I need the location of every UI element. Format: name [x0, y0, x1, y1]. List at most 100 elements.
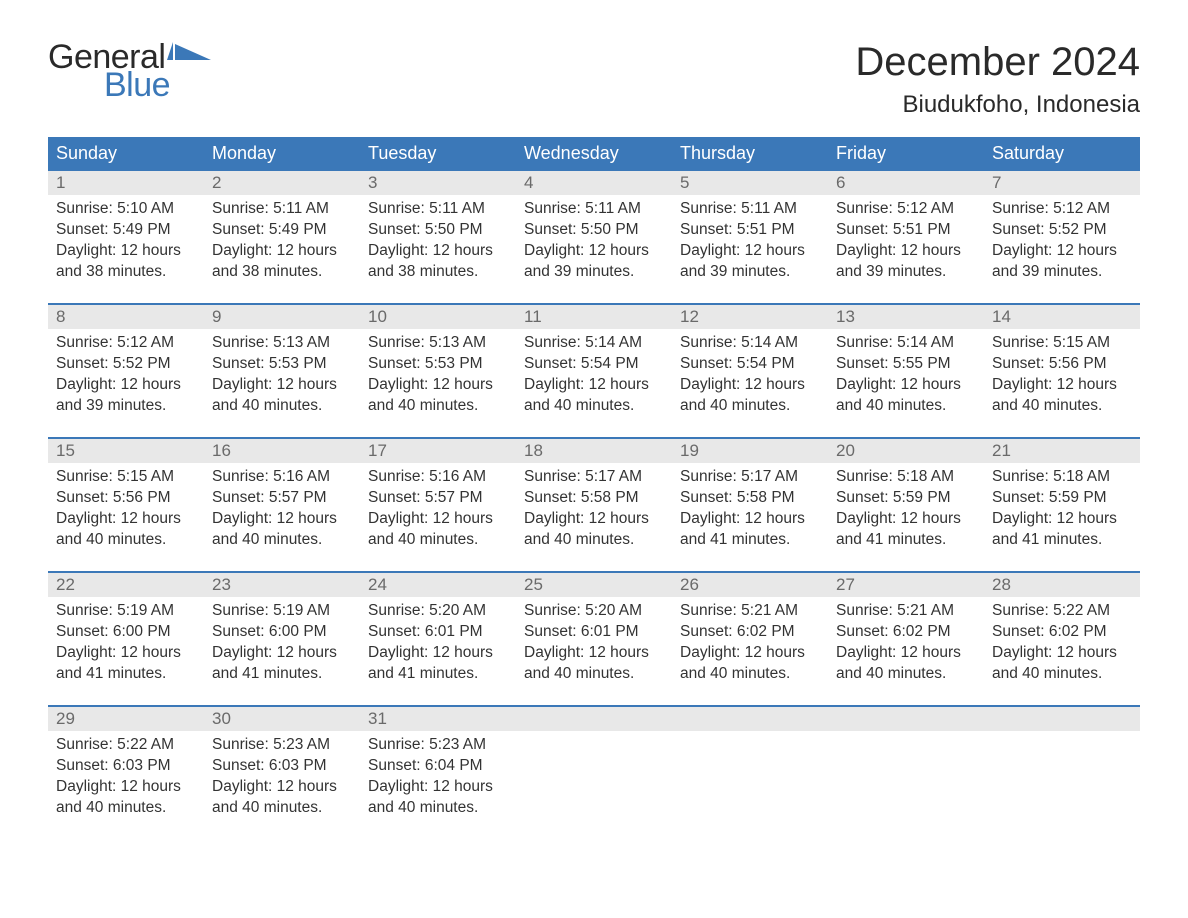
day-content: Sunrise: 5:15 AMSunset: 5:56 PMDaylight:… — [984, 329, 1140, 417]
day-cell: 26Sunrise: 5:21 AMSunset: 6:02 PMDayligh… — [672, 573, 828, 705]
daylight-text-2: and 40 minutes. — [56, 530, 196, 551]
sunrise-text: Sunrise: 5:21 AM — [836, 601, 976, 622]
day-content: Sunrise: 5:14 AMSunset: 5:54 PMDaylight:… — [672, 329, 828, 417]
sunset-text: Sunset: 5:56 PM — [56, 488, 196, 509]
sunset-text: Sunset: 5:56 PM — [992, 354, 1132, 375]
day-content: Sunrise: 5:18 AMSunset: 5:59 PMDaylight:… — [984, 463, 1140, 551]
daylight-text-1: Daylight: 12 hours — [56, 375, 196, 396]
day-content: Sunrise: 5:12 AMSunset: 5:52 PMDaylight:… — [48, 329, 204, 417]
weekday-sunday: Sunday — [48, 143, 204, 164]
day-cell: 13Sunrise: 5:14 AMSunset: 5:55 PMDayligh… — [828, 305, 984, 437]
day-number: 29 — [48, 707, 204, 731]
day-number — [672, 707, 828, 731]
sunset-text: Sunset: 5:57 PM — [212, 488, 352, 509]
week-row: 15Sunrise: 5:15 AMSunset: 5:56 PMDayligh… — [48, 437, 1140, 571]
day-number: 16 — [204, 439, 360, 463]
day-cell — [984, 707, 1140, 839]
day-content: Sunrise: 5:10 AMSunset: 5:49 PMDaylight:… — [48, 195, 204, 283]
daylight-text-2: and 40 minutes. — [680, 396, 820, 417]
daylight-text-2: and 41 minutes. — [836, 530, 976, 551]
daylight-text-1: Daylight: 12 hours — [368, 375, 508, 396]
sunrise-text: Sunrise: 5:12 AM — [56, 333, 196, 354]
day-number: 18 — [516, 439, 672, 463]
daylight-text-1: Daylight: 12 hours — [524, 509, 664, 530]
daylight-text-2: and 39 minutes. — [992, 262, 1132, 283]
daylight-text-2: and 39 minutes. — [524, 262, 664, 283]
weekday-friday: Friday — [828, 143, 984, 164]
daylight-text-2: and 40 minutes. — [524, 396, 664, 417]
day-content: Sunrise: 5:15 AMSunset: 5:56 PMDaylight:… — [48, 463, 204, 551]
daylight-text-2: and 38 minutes. — [212, 262, 352, 283]
sunrise-text: Sunrise: 5:20 AM — [368, 601, 508, 622]
day-cell: 29Sunrise: 5:22 AMSunset: 6:03 PMDayligh… — [48, 707, 204, 839]
calendar: Sunday Monday Tuesday Wednesday Thursday… — [48, 137, 1140, 839]
day-number: 20 — [828, 439, 984, 463]
sunrise-text: Sunrise: 5:19 AM — [56, 601, 196, 622]
day-cell: 30Sunrise: 5:23 AMSunset: 6:03 PMDayligh… — [204, 707, 360, 839]
daylight-text-1: Daylight: 12 hours — [368, 643, 508, 664]
sunset-text: Sunset: 5:58 PM — [524, 488, 664, 509]
sunrise-text: Sunrise: 5:14 AM — [836, 333, 976, 354]
day-content: Sunrise: 5:13 AMSunset: 5:53 PMDaylight:… — [204, 329, 360, 417]
sunset-text: Sunset: 6:03 PM — [212, 756, 352, 777]
sunset-text: Sunset: 6:02 PM — [836, 622, 976, 643]
daylight-text-2: and 40 minutes. — [992, 396, 1132, 417]
daylight-text-2: and 40 minutes. — [836, 664, 976, 685]
sunrise-text: Sunrise: 5:11 AM — [524, 199, 664, 220]
daylight-text-1: Daylight: 12 hours — [992, 241, 1132, 262]
month-title: December 2024 — [855, 40, 1140, 85]
day-number: 19 — [672, 439, 828, 463]
day-number: 13 — [828, 305, 984, 329]
sunrise-text: Sunrise: 5:17 AM — [680, 467, 820, 488]
daylight-text-1: Daylight: 12 hours — [212, 375, 352, 396]
day-cell: 4Sunrise: 5:11 AMSunset: 5:50 PMDaylight… — [516, 171, 672, 303]
sunset-text: Sunset: 6:01 PM — [524, 622, 664, 643]
sunrise-text: Sunrise: 5:12 AM — [992, 199, 1132, 220]
day-number: 3 — [360, 171, 516, 195]
day-cell: 16Sunrise: 5:16 AMSunset: 5:57 PMDayligh… — [204, 439, 360, 571]
day-cell: 27Sunrise: 5:21 AMSunset: 6:02 PMDayligh… — [828, 573, 984, 705]
sunset-text: Sunset: 6:01 PM — [368, 622, 508, 643]
daylight-text-2: and 40 minutes. — [836, 396, 976, 417]
sunset-text: Sunset: 5:49 PM — [212, 220, 352, 241]
sunset-text: Sunset: 6:04 PM — [368, 756, 508, 777]
daylight-text-2: and 41 minutes. — [680, 530, 820, 551]
day-number: 15 — [48, 439, 204, 463]
day-number: 11 — [516, 305, 672, 329]
day-number: 22 — [48, 573, 204, 597]
sunrise-text: Sunrise: 5:18 AM — [836, 467, 976, 488]
day-cell: 9Sunrise: 5:13 AMSunset: 5:53 PMDaylight… — [204, 305, 360, 437]
day-number — [828, 707, 984, 731]
day-number: 24 — [360, 573, 516, 597]
logo-text-blue: Blue — [104, 68, 211, 102]
day-number: 28 — [984, 573, 1140, 597]
daylight-text-1: Daylight: 12 hours — [212, 777, 352, 798]
day-cell: 22Sunrise: 5:19 AMSunset: 6:00 PMDayligh… — [48, 573, 204, 705]
sunrise-text: Sunrise: 5:14 AM — [680, 333, 820, 354]
sunrise-text: Sunrise: 5:17 AM — [524, 467, 664, 488]
day-cell: 14Sunrise: 5:15 AMSunset: 5:56 PMDayligh… — [984, 305, 1140, 437]
daylight-text-2: and 41 minutes. — [368, 664, 508, 685]
sunset-text: Sunset: 5:59 PM — [836, 488, 976, 509]
day-cell: 18 Sunrise: 5:17 AMSunset: 5:58 PMDayligh… — [516, 439, 672, 571]
sunrise-text: Sunrise: 5:19 AM — [212, 601, 352, 622]
sunset-text: Sunset: 5:59 PM — [992, 488, 1132, 509]
weekday-thursday: Thursday — [672, 143, 828, 164]
daylight-text-1: Daylight: 12 hours — [56, 509, 196, 530]
daylight-text-2: and 40 minutes. — [992, 664, 1132, 685]
day-cell: 24 Sunrise: 5:20 AMSunset: 6:01 PMDayligh… — [360, 573, 516, 705]
day-content: Sunrise: 5:23 AMSunset: 6:04 PMDaylight:… — [360, 731, 516, 819]
day-content: Sunrise: 5:16 AMSunset: 5:57 PMDaylight:… — [204, 463, 360, 551]
day-cell: 15Sunrise: 5:15 AMSunset: 5:56 PMDayligh… — [48, 439, 204, 571]
sunrise-text: Sunrise: 5:13 AM — [368, 333, 508, 354]
weekday-tuesday: Tuesday — [360, 143, 516, 164]
sunset-text: Sunset: 5:54 PM — [524, 354, 664, 375]
day-content: Sunrise: 5:17 AMSunset: 5:58 PMDaylight:… — [672, 463, 828, 551]
day-cell: 28Sunrise: 5:22 AMSunset: 6:02 PMDayligh… — [984, 573, 1140, 705]
daylight-text-2: and 40 minutes. — [212, 530, 352, 551]
daylight-text-1: Daylight: 12 hours — [680, 509, 820, 530]
daylight-text-2: and 40 minutes. — [56, 798, 196, 819]
day-number — [516, 707, 672, 731]
sunset-text: Sunset: 6:02 PM — [992, 622, 1132, 643]
daylight-text-2: and 41 minutes. — [56, 664, 196, 685]
